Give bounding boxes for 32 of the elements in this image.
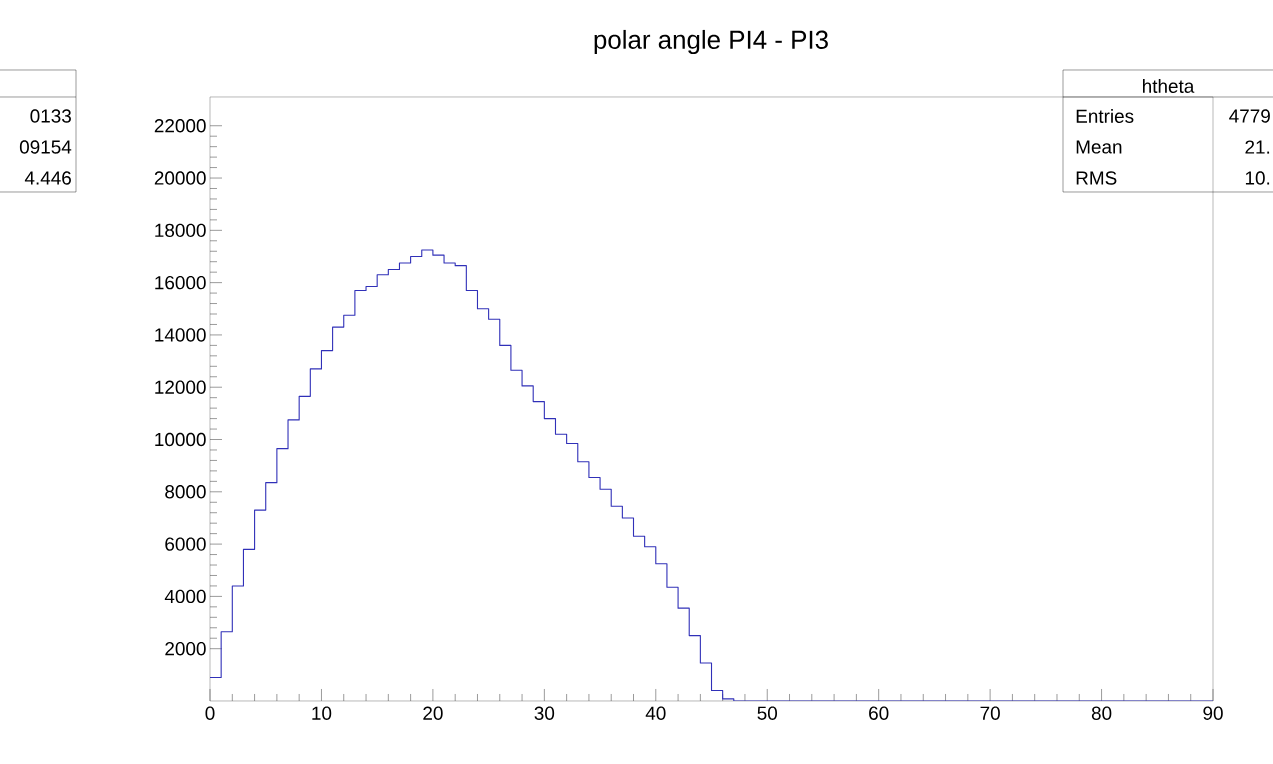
chart-title: polar angle PI4 - PI3: [594, 29, 828, 55]
x-tick-label: 10: [312, 706, 332, 720]
text: 4.446: [24, 171, 71, 185]
y-tick-label: 4000: [164, 589, 206, 604]
x-tick-label: 20: [423, 706, 443, 720]
y-tick-label: 10000: [155, 432, 206, 447]
annotation: Entries: [1076, 109, 1134, 123]
y-tick-label: 18000: [155, 223, 206, 238]
text: htheta: [1143, 79, 1195, 93]
text: 10.: [1245, 171, 1270, 185]
x-tick-label: 50: [757, 706, 778, 720]
x-tick-label: 0: [205, 706, 215, 720]
annotation: Mean: [1076, 140, 1122, 154]
y-tick-label: 22000: [154, 119, 206, 133]
y-tick-label: 2000: [165, 641, 206, 656]
annotation: RMS: [1076, 171, 1117, 185]
x-tick-label: 40: [645, 706, 666, 720]
y-tick-label: 8000: [165, 485, 206, 499]
x-tick-label: 90: [1203, 706, 1223, 720]
y-tick-label: 20000: [154, 171, 206, 185]
x-tick-label: 80: [1091, 706, 1112, 720]
text: 0133: [30, 109, 71, 123]
text: 21.: [1245, 140, 1270, 154]
y-tick-label: 14000: [155, 328, 206, 342]
x-tick-label: 60: [869, 706, 889, 720]
y-tick-label: 12000: [155, 380, 206, 394]
x-tick-label: 70: [980, 706, 1000, 720]
y-tick-label: 16000: [155, 275, 206, 290]
x-tick-label: 30: [534, 706, 555, 720]
y-tick-label: 6000: [165, 537, 206, 551]
text: 4779: [1229, 109, 1270, 123]
text: 09154: [19, 140, 72, 154]
